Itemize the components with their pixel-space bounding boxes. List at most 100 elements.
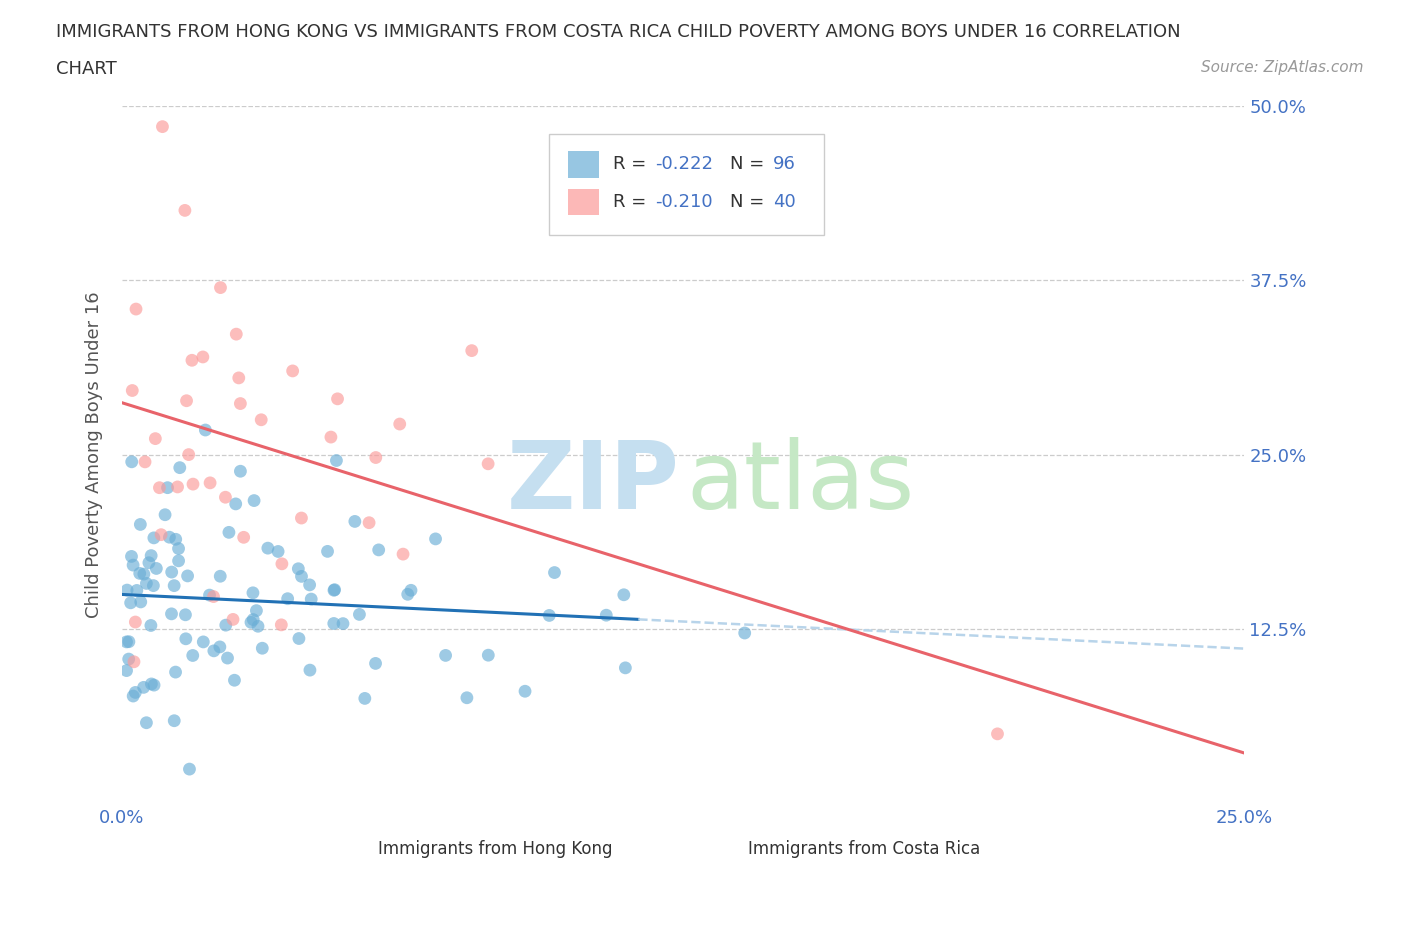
Point [267,544,290,559]
Point [174,631,197,646]
Point [145,561,167,576]
Point [169,460,191,475]
Point [388,417,411,432]
Point [477,648,499,663]
Point [122,688,145,703]
Point [166,480,188,495]
Point [396,587,419,602]
Text: IMMIGRANTS FROM HONG KONG VS IMMIGRANTS FROM COSTA RICA CHILD POVERTY AMONG BOYS: IMMIGRANTS FROM HONG KONG VS IMMIGRANTS … [56,23,1181,41]
Point [343,514,366,529]
Point [125,301,148,316]
Point [122,558,145,573]
Point [290,511,312,525]
FancyBboxPatch shape [568,151,599,178]
Text: 96: 96 [773,154,796,173]
Point [243,493,266,508]
Text: R =: R = [613,154,651,173]
Point [124,685,146,700]
Point [176,568,198,583]
Point [277,591,299,606]
Point [252,641,274,656]
Point [392,547,415,562]
Point [364,450,387,465]
Point [176,393,198,408]
Point [209,280,232,295]
Point [138,555,160,570]
Point [359,515,381,530]
Point [181,648,204,663]
Point [143,432,166,446]
Point [115,634,138,649]
Point [174,203,197,218]
Point [208,640,231,655]
Point [115,582,138,597]
Point [156,480,179,495]
Point [167,541,190,556]
Point [353,691,375,706]
Point [543,565,565,580]
Point [153,507,176,522]
Point [299,591,322,606]
Point [177,447,200,462]
Point [160,606,183,621]
Point [456,690,478,705]
Point [225,326,247,341]
Point [120,595,142,610]
Point [181,477,204,492]
Point [129,517,152,532]
Point [613,588,636,603]
Point [128,566,150,581]
Point [150,527,173,542]
Point [141,676,163,691]
Text: -0.210: -0.210 [655,193,713,211]
Text: -0.222: -0.222 [655,154,713,173]
Point [165,532,187,547]
Text: N =: N = [730,154,770,173]
Point [323,582,346,597]
Point [257,540,280,555]
Point [179,762,201,777]
FancyBboxPatch shape [568,189,599,215]
Point [232,530,254,545]
Point [245,604,267,618]
Point [160,565,183,579]
Point [194,422,217,437]
Point [316,544,339,559]
Point [121,383,143,398]
Point [323,583,346,598]
Point [349,607,371,622]
Point [242,612,264,627]
Point [242,585,264,600]
Point [209,569,232,584]
Point [218,525,240,539]
Point [298,663,321,678]
Point [477,457,499,472]
Text: R =: R = [613,193,651,211]
Point [121,455,143,470]
Point [434,648,457,663]
Point [225,497,247,512]
Text: 40: 40 [773,193,796,211]
Point [198,475,221,490]
Point [124,615,146,630]
Point [134,455,156,470]
Point [165,665,187,680]
Point [270,618,292,632]
Point [986,726,1008,741]
Point [240,615,263,630]
Point [287,562,309,577]
Point [399,583,422,598]
Point [595,608,617,623]
Point [118,634,141,649]
Point [163,713,186,728]
Text: N =: N = [730,193,770,211]
Point [129,594,152,609]
Point [118,652,141,667]
Point [222,612,245,627]
Point [270,556,292,571]
Point [125,583,148,598]
Point [322,616,344,631]
Point [191,350,214,365]
Point [174,607,197,622]
Point [229,464,252,479]
